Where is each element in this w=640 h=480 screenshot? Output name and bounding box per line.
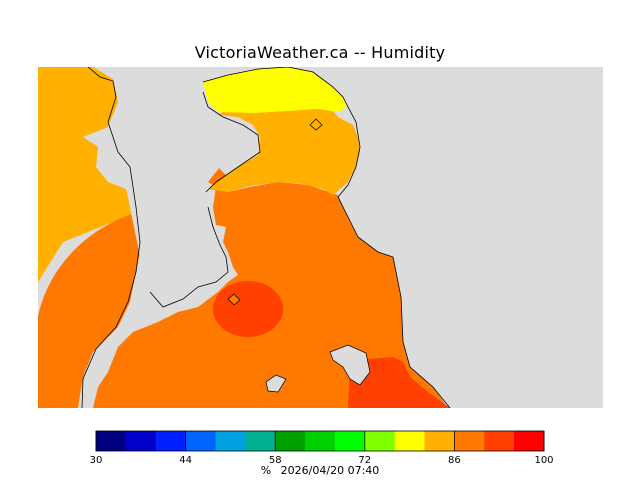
coastline-inlet — [202, 91, 261, 193]
islet-3 — [265, 374, 287, 393]
legend-swatch — [454, 431, 485, 451]
legend-swatch — [96, 431, 127, 451]
legend-swatch — [155, 431, 187, 451]
coastline-west — [81, 67, 141, 408]
footer: % 2026/04/20 07:40 — [0, 464, 640, 477]
contour-orange-left — [38, 67, 138, 282]
legend-swatch — [275, 431, 306, 451]
legend-tick-label: 58 — [269, 455, 282, 466]
coastline-south — [149, 206, 229, 308]
islet-1 — [309, 118, 323, 131]
timestamp: 2026/04/20 07:40 — [280, 464, 380, 477]
legend-swatch — [424, 431, 455, 451]
legend-tick-label: 100 — [534, 455, 553, 466]
legend-swatch — [185, 431, 216, 451]
legend-swatch — [305, 431, 336, 451]
legend-tick-label: 44 — [179, 455, 192, 466]
islet-2 — [227, 293, 241, 306]
chart-title: VictoriaWeather.ca -- Humidity — [194, 43, 446, 62]
contour-yellow-top — [203, 67, 348, 113]
legend-tick-label: 30 — [90, 455, 103, 466]
contour-orange-south — [93, 167, 448, 408]
legend-swatch — [514, 431, 545, 451]
coastline-peninsula — [202, 67, 451, 408]
humidity-map — [38, 67, 603, 408]
legend-swatch — [334, 431, 366, 451]
legend-tick-label: 72 — [358, 455, 371, 466]
contour-redorange-left — [38, 212, 143, 408]
contour-red-southeast — [348, 357, 450, 408]
legend-swatch — [394, 431, 426, 451]
humidity-legend: 30 44 58 72 86 100 — [90, 430, 554, 466]
inlet-water — [83, 87, 260, 307]
eastern-land — [323, 67, 603, 408]
unit-label: % — [260, 464, 272, 477]
legend-tick-label: 86 — [448, 455, 461, 466]
legend-swatch — [484, 431, 515, 451]
legend-swatch — [215, 431, 246, 451]
legend-swatch — [125, 431, 157, 451]
legend-swatch — [364, 431, 396, 451]
bay-se — [329, 344, 371, 386]
contour-orange-north — [208, 105, 360, 195]
legend-swatch — [245, 431, 276, 451]
contour-red-hotspot — [213, 281, 283, 337]
